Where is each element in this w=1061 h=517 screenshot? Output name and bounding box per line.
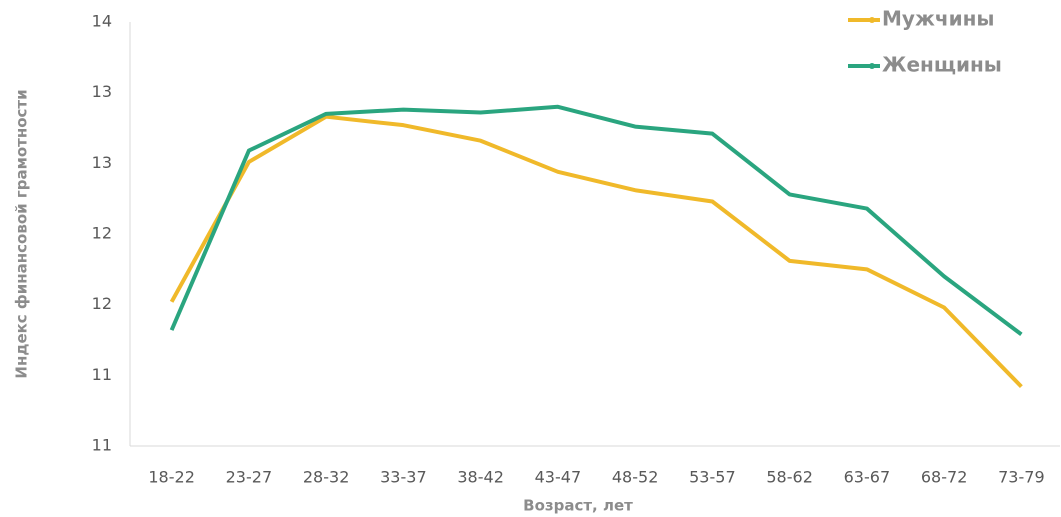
x-tick-label: 58-62 [766,468,813,487]
x-tick-label: 68-72 [921,468,968,487]
y-tick-label: 11 [92,365,112,384]
x-tick-label: 48-52 [612,468,659,487]
x-tick-label: 63-67 [844,468,891,487]
series-line [169,114,1023,389]
x-tick-label: 73-79 [998,468,1045,487]
legend-marker [869,17,875,23]
y-tick-label: 14 [92,12,112,31]
y-tick-label: 13 [92,153,112,172]
x-tick-label: 38-42 [457,468,504,487]
legend-text: Женщины [882,53,1002,77]
y-axis-title: Индекс финансовой грамотности [13,89,31,378]
series-line [169,104,1023,336]
x-axis-title: Возраст, лет [523,497,633,515]
y-tick-label: 13 [92,82,112,101]
x-tick-label: 43-47 [535,468,582,487]
y-tick-label: 12 [92,224,112,243]
y-tick-label: 12 [92,294,112,313]
x-tick-label: 33-37 [380,468,427,487]
legend-marker [869,63,875,69]
x-tick-label: 28-32 [303,468,350,487]
x-tick-label: 23-27 [226,468,273,487]
x-tick-label: 18-22 [148,468,195,487]
y-tick-label: 11 [92,436,112,455]
legend-text: Мужчины [882,7,995,31]
x-tick-label: 53-57 [689,468,736,487]
